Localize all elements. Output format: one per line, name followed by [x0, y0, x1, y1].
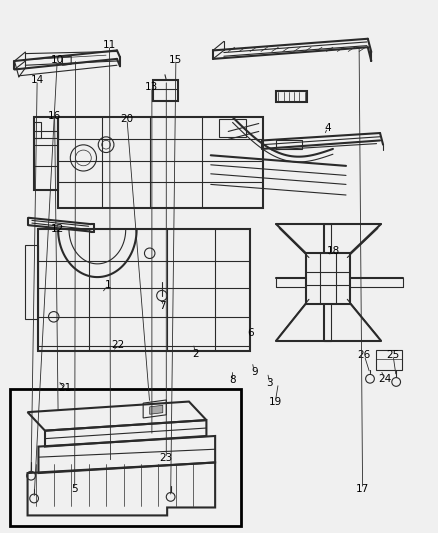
Text: 23: 23 [159, 453, 173, 463]
Text: 25: 25 [385, 351, 399, 360]
Text: 22: 22 [111, 340, 125, 350]
Text: 9: 9 [251, 367, 257, 377]
Text: 12: 12 [50, 224, 64, 235]
Text: 21: 21 [58, 383, 71, 393]
Text: 10: 10 [50, 55, 64, 65]
Text: 16: 16 [48, 110, 61, 120]
Text: 11: 11 [103, 40, 116, 50]
Text: 8: 8 [229, 375, 235, 385]
Text: 24: 24 [377, 374, 390, 384]
Text: 15: 15 [169, 55, 182, 65]
Text: 18: 18 [326, 246, 339, 256]
Text: 20: 20 [120, 114, 133, 124]
Text: 1: 1 [105, 280, 111, 290]
Text: 26: 26 [357, 351, 370, 360]
Text: 13: 13 [145, 83, 158, 93]
Text: 3: 3 [266, 378, 272, 388]
Text: 6: 6 [247, 328, 254, 338]
Polygon shape [149, 405, 162, 414]
Text: 19: 19 [268, 397, 281, 407]
Text: 5: 5 [71, 484, 78, 494]
Text: 7: 7 [159, 301, 166, 311]
Text: 2: 2 [192, 349, 198, 359]
Text: 14: 14 [31, 75, 44, 85]
Text: 4: 4 [324, 123, 330, 133]
Text: 17: 17 [355, 484, 368, 494]
